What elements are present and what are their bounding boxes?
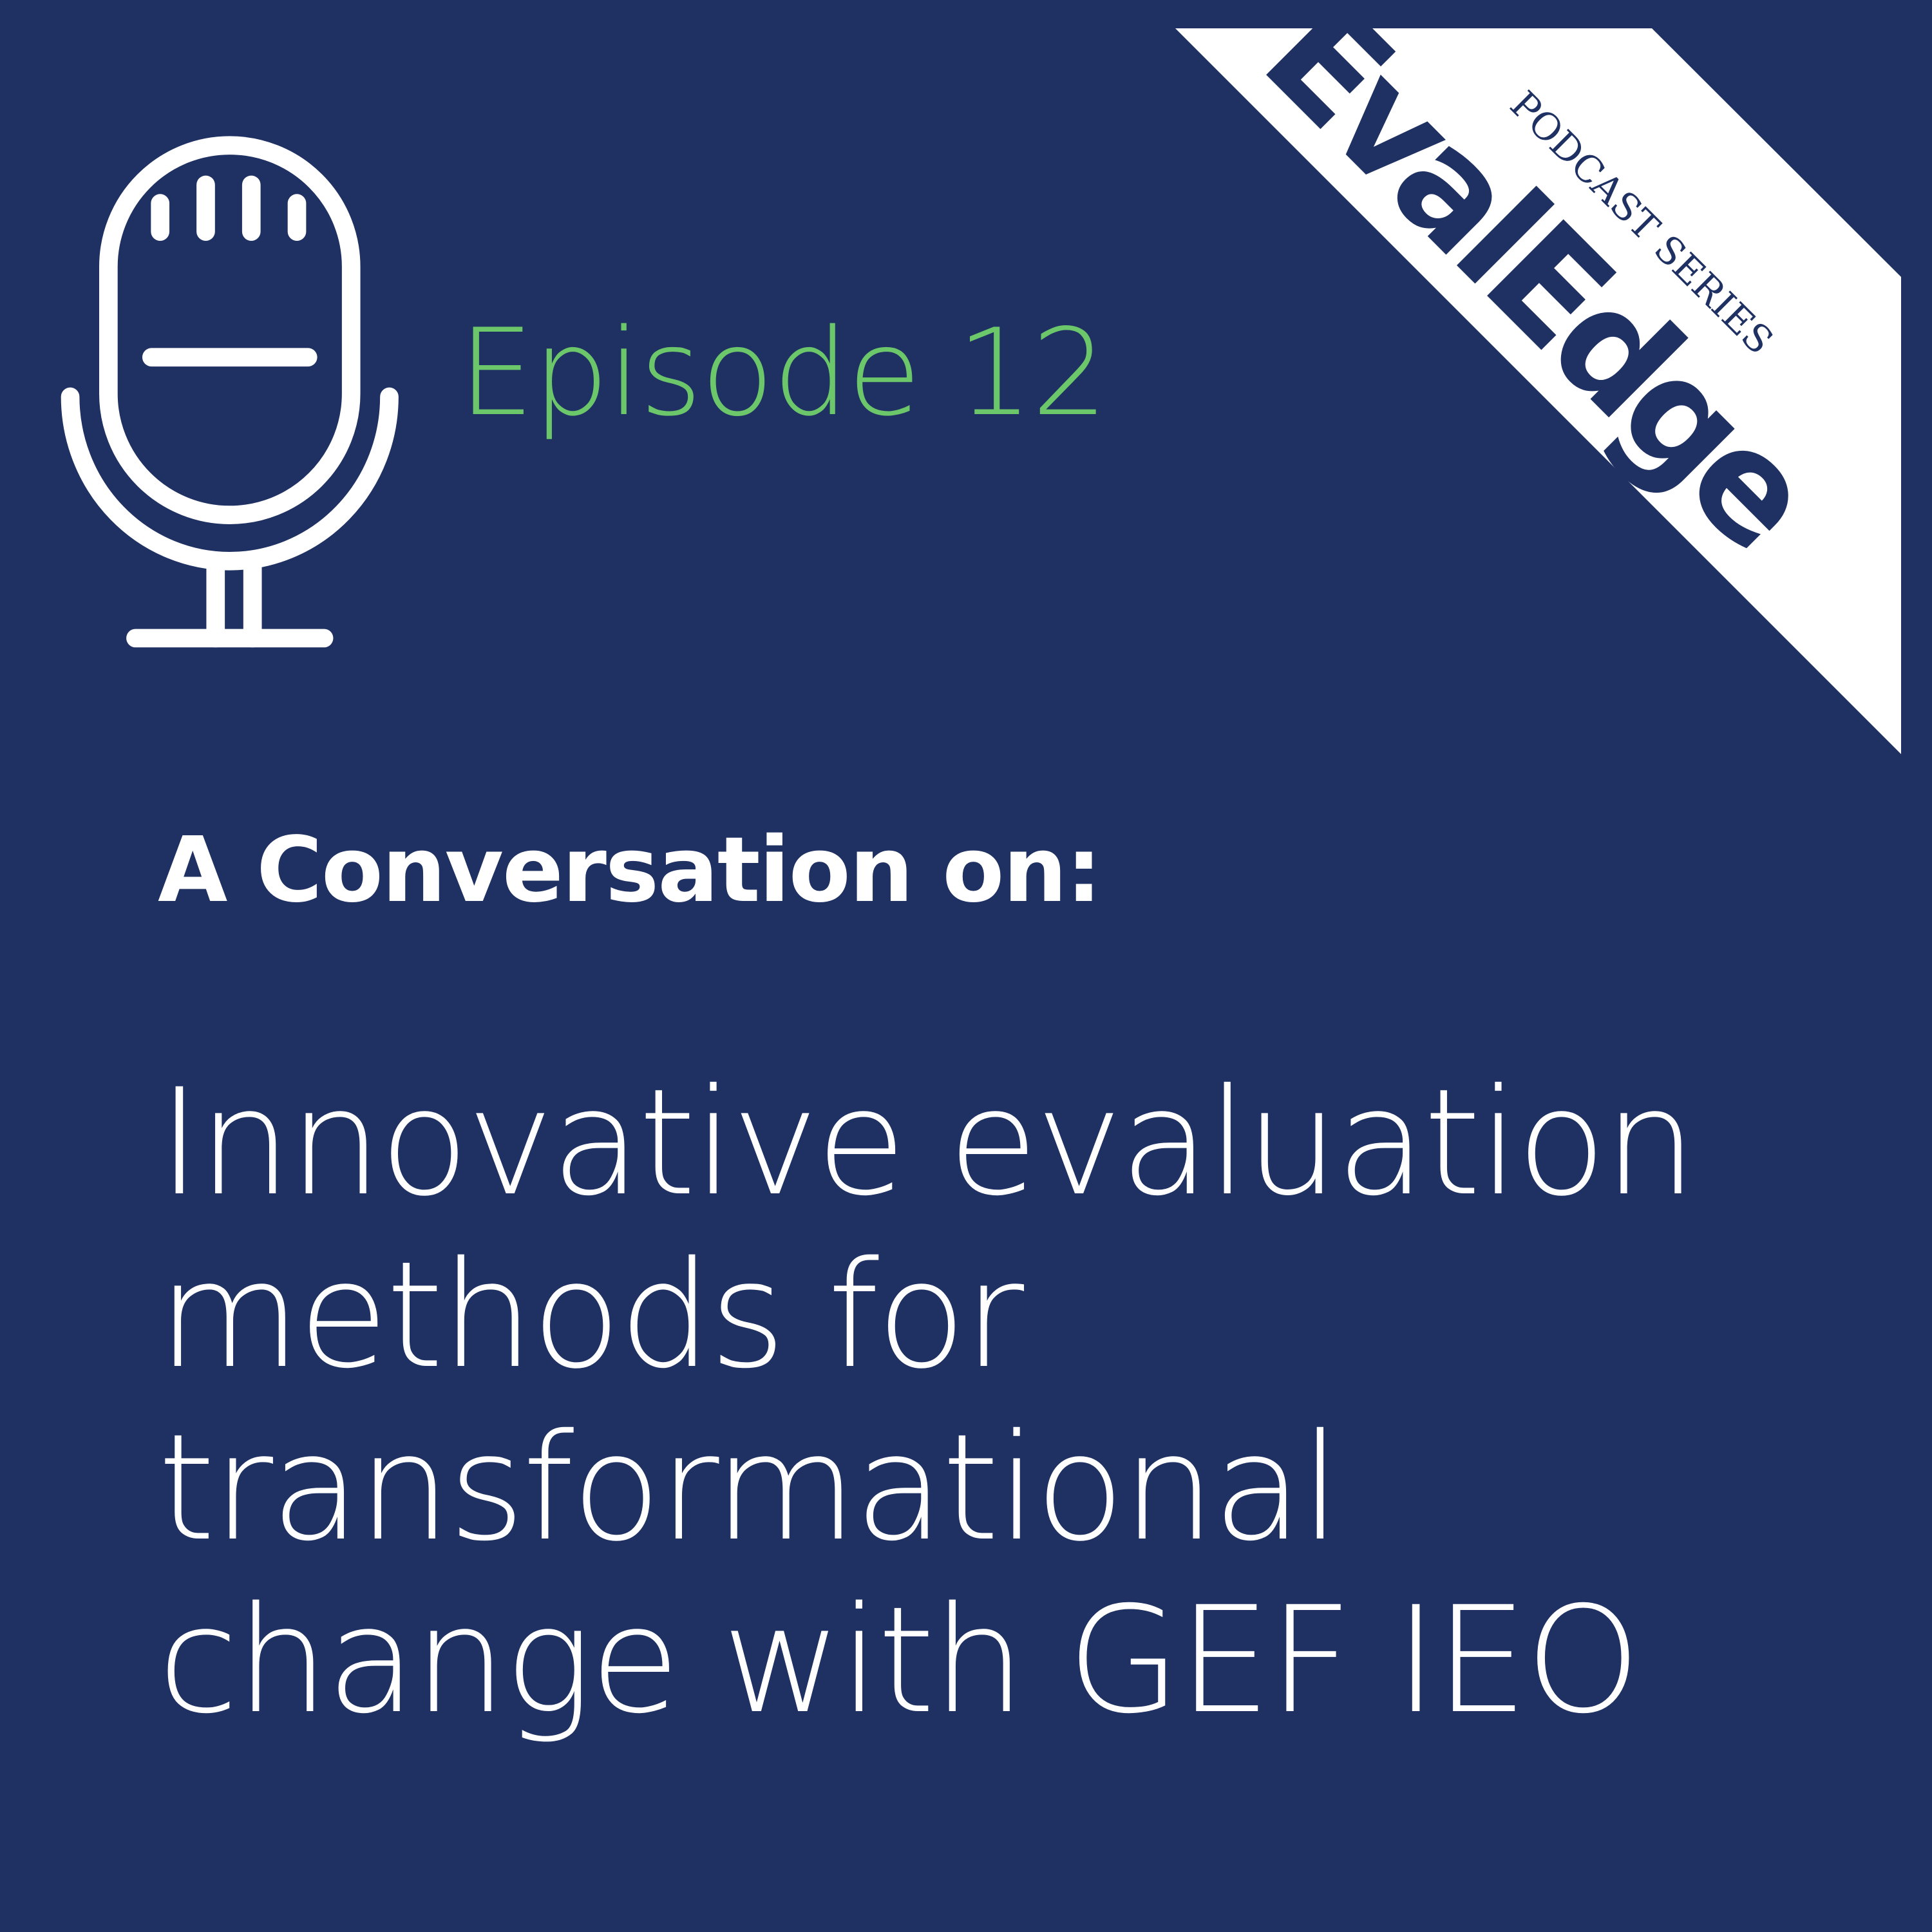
title-line: transformational — [158, 1402, 1341, 1573]
lead-heading: A Conversation on: — [158, 818, 1102, 923]
corner-banner — [1175, 28, 1901, 754]
title-line: methods for — [158, 1229, 1024, 1401]
microphone-icon — [61, 136, 399, 648]
episode-label: Episode 12 — [459, 303, 1108, 442]
title-line: Innovative evaluation — [158, 1057, 1697, 1228]
title-line: change with GEF IEO — [158, 1575, 1641, 1746]
episode-title: Innovative evaluation methods for transf… — [158, 1056, 1697, 1747]
